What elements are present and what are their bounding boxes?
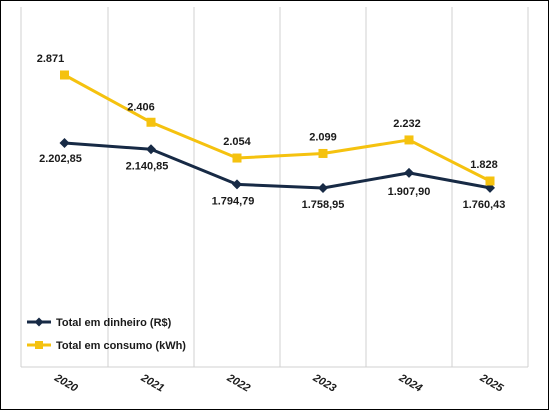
- data-point: [232, 179, 242, 190]
- legend-label: Total em dinheiro (R$): [56, 317, 172, 329]
- x-tick-label: 2024: [396, 372, 424, 395]
- x-axis-ticks: 2020 2021 2022 2023 2024 2025: [52, 372, 506, 396]
- data-label: 2.140,85: [126, 160, 169, 172]
- data-label: 2.406: [127, 101, 155, 113]
- data-label: 1.828: [470, 159, 498, 171]
- data-point: [60, 70, 69, 80]
- data-point: [318, 183, 328, 193]
- data-point: [232, 153, 242, 163]
- data-point: [318, 148, 328, 158]
- legend-marker: [34, 317, 44, 327]
- x-tick-label: 2022: [224, 372, 252, 395]
- legend-label: Total em consumo (kWh): [56, 340, 186, 352]
- x-tick-label: 2021: [138, 372, 166, 395]
- data-point: [404, 135, 414, 145]
- data-label: 2.054: [223, 136, 251, 148]
- series-lines: [59, 70, 495, 193]
- gridlines: [20, 7, 529, 368]
- data-label: 1.758,95: [302, 199, 345, 211]
- data-label: 1.907,90: [388, 186, 431, 198]
- data-label: 2.202,85: [39, 153, 82, 165]
- legend-marker: [35, 341, 43, 349]
- data-point: [404, 167, 414, 178]
- data-label: 1.760,43: [463, 199, 506, 211]
- data-point: [146, 117, 156, 127]
- x-tick-label: 2025: [477, 372, 506, 396]
- legend: Total em dinheiro (R$) Total em consumo (…: [27, 317, 186, 352]
- series-line: [63, 73, 491, 183]
- data-label: 2.871: [37, 53, 65, 65]
- x-tick-label: 2023: [310, 372, 338, 395]
- data-label: 2.099: [309, 131, 337, 143]
- series-line: [64, 141, 491, 190]
- data-point: [59, 138, 70, 148]
- data-labels: 2.202,85 2.140,85 1.794,79 1.758,95 1.907,90…: [37, 53, 506, 211]
- data-point: [146, 144, 156, 155]
- data-label: 1.794,79: [212, 195, 255, 207]
- data-point: [485, 176, 495, 186]
- x-tick-label: 2020: [52, 372, 81, 396]
- data-label: 2.232: [393, 118, 421, 130]
